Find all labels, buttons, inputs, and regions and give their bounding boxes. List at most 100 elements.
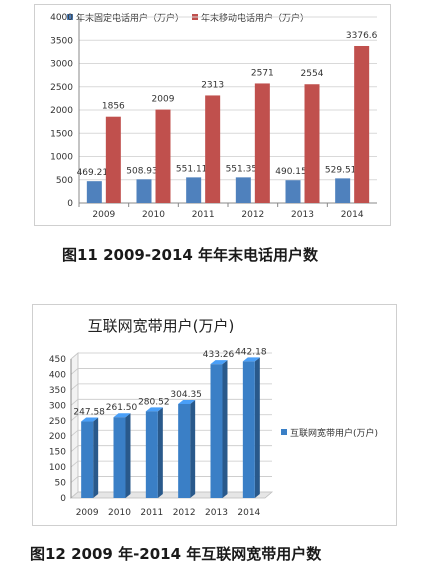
bar-2009 <box>81 421 94 498</box>
y-tick-label: 3500 <box>50 36 73 46</box>
legend-label: 年末移动电话用户（万户） <box>201 12 309 24</box>
gridline <box>70 491 272 499</box>
x-tick-label: 2013 <box>291 210 314 220</box>
bar-2013 <box>210 364 223 498</box>
bar-side-2013 <box>222 360 228 498</box>
y-tick-label: 4000 <box>50 13 73 23</box>
bar-mobile-2011 <box>205 95 221 203</box>
bar-mobile-2009 <box>105 116 121 203</box>
bar-fixed-2010 <box>136 179 152 203</box>
y-tick-label: 500 <box>56 176 73 186</box>
y-tick-label: 100 <box>49 463 66 473</box>
y-tick-label: 300 <box>49 401 66 411</box>
data-label: 2313 <box>201 80 224 90</box>
data-label: 2554 <box>301 69 324 79</box>
y-tick-label: 0 <box>60 494 66 504</box>
bar-2012 <box>178 403 191 498</box>
bar-side-2012 <box>190 399 196 498</box>
x-tick-label: 2014 <box>237 508 260 518</box>
gridline <box>70 368 272 375</box>
data-label: 3376.6 <box>346 31 378 41</box>
data-label: 551.11 <box>176 164 208 174</box>
x-tick-label: 2011 <box>140 508 163 518</box>
bar-fixed-2014 <box>335 178 351 203</box>
bar-top-2013 <box>210 360 228 365</box>
y-tick-label: 350 <box>49 386 66 396</box>
x-tick-label: 2014 <box>341 210 364 220</box>
bar-2011 <box>145 411 158 498</box>
gridline <box>70 414 272 422</box>
bar-fixed-2013 <box>285 180 301 203</box>
bar-side-2009 <box>93 417 99 498</box>
bar-fixed-2011 <box>186 177 202 203</box>
gridline <box>70 398 272 406</box>
x-tick-label: 2010 <box>108 508 131 518</box>
data-label: 304.35 <box>170 390 202 400</box>
legend-swatch <box>67 14 73 20</box>
data-label: 469.21 <box>77 168 109 178</box>
y-tick-label: 450 <box>49 355 66 365</box>
x-tick-label: 2010 <box>142 210 165 220</box>
bar-side-2011 <box>157 407 163 498</box>
gridline <box>70 352 272 360</box>
data-label: 490.15 <box>275 167 307 177</box>
bar-mobile-2010 <box>155 109 171 203</box>
bar-top-2009 <box>81 417 99 422</box>
data-label: 2571 <box>251 68 274 78</box>
y-tick-label: 2500 <box>50 83 73 93</box>
y-tick-label: 2000 <box>50 106 73 116</box>
bar-mobile-2014 <box>354 45 370 203</box>
data-label: 433.26 <box>203 350 235 360</box>
bar-top-2012 <box>178 399 196 404</box>
bar-mobile-2012 <box>254 83 270 203</box>
x-tick-label: 2009 <box>76 508 99 518</box>
y-tick-label: 250 <box>49 417 66 427</box>
y-tick-label: 50 <box>55 479 67 489</box>
legend-label: 互联网宽带用户(万户) <box>290 427 378 439</box>
x-tick-label: 2009 <box>92 210 115 220</box>
x-tick-label: 2012 <box>241 210 264 220</box>
chart-1-panel: 年末固定电话用户（万户） 年末移动电话用户（万户） 0 500 1000 1500 2000… <box>34 4 391 226</box>
chart-1-svg: 年末固定电话用户（万户） 年末移动电话用户（万户） 0 500 1000 1500 2000… <box>50 12 378 220</box>
x-tick-label: 2011 <box>192 210 215 220</box>
gridline <box>70 476 272 483</box>
legend-label: 年末固定电话用户（万户） <box>76 12 184 24</box>
y-tick-label: 0 <box>67 199 73 209</box>
gridline <box>70 383 272 391</box>
chart-2-svg: 互联网宽带用户(万户) 0 50 100 150 200 250 300 350 400 450 24… <box>49 317 378 518</box>
bar-side-2010 <box>125 413 131 498</box>
bar-fixed-2012 <box>235 177 251 203</box>
chart-2-panel: 互联网宽带用户(万户) 0 50 100 150 200 250 300 350 400 450 24… <box>32 304 397 526</box>
chart-2-title: 互联网宽带用户(万户) <box>88 317 235 335</box>
gridline <box>70 445 272 452</box>
bar-2010 <box>113 417 126 498</box>
legend-swatch <box>281 429 287 435</box>
y-tick-label: 400 <box>49 370 66 380</box>
gridline <box>70 429 272 437</box>
y-tick-label: 150 <box>49 448 66 458</box>
gridline <box>70 460 272 468</box>
bar-2014 <box>242 361 255 498</box>
y-tick-label: 1000 <box>50 153 73 163</box>
data-label: 247.58 <box>73 408 105 418</box>
chart-1-legend: 年末固定电话用户（万户） 年末移动电话用户（万户） <box>67 12 309 24</box>
y-tick-label: 1500 <box>50 129 73 139</box>
bar-side-2014 <box>254 357 260 498</box>
figure-11-caption: 图11 2009-2014 年年末电话用户数 <box>62 246 319 264</box>
x-tick-label: 2013 <box>205 508 228 518</box>
data-label: 1856 <box>102 102 125 112</box>
side-wall <box>70 352 79 499</box>
y-tick-label: 200 <box>49 432 66 442</box>
data-label: 551.35 <box>226 164 257 174</box>
y-tick-label: 3000 <box>50 60 73 70</box>
x-tick-label: 2012 <box>173 508 196 518</box>
data-label: 508.93 <box>126 166 158 176</box>
data-label: 261.50 <box>106 403 138 413</box>
bar-fixed-2009 <box>86 181 102 203</box>
bar-mobile-2013 <box>304 84 320 203</box>
data-label: 442.18 <box>235 347 267 357</box>
figure-12-caption: 图12 2009 年-2014 年互联网宽带用户数 <box>30 545 322 563</box>
data-label: 529.51 <box>325 165 357 175</box>
bar-top-2011 <box>145 407 163 412</box>
data-label: 280.52 <box>138 397 170 407</box>
